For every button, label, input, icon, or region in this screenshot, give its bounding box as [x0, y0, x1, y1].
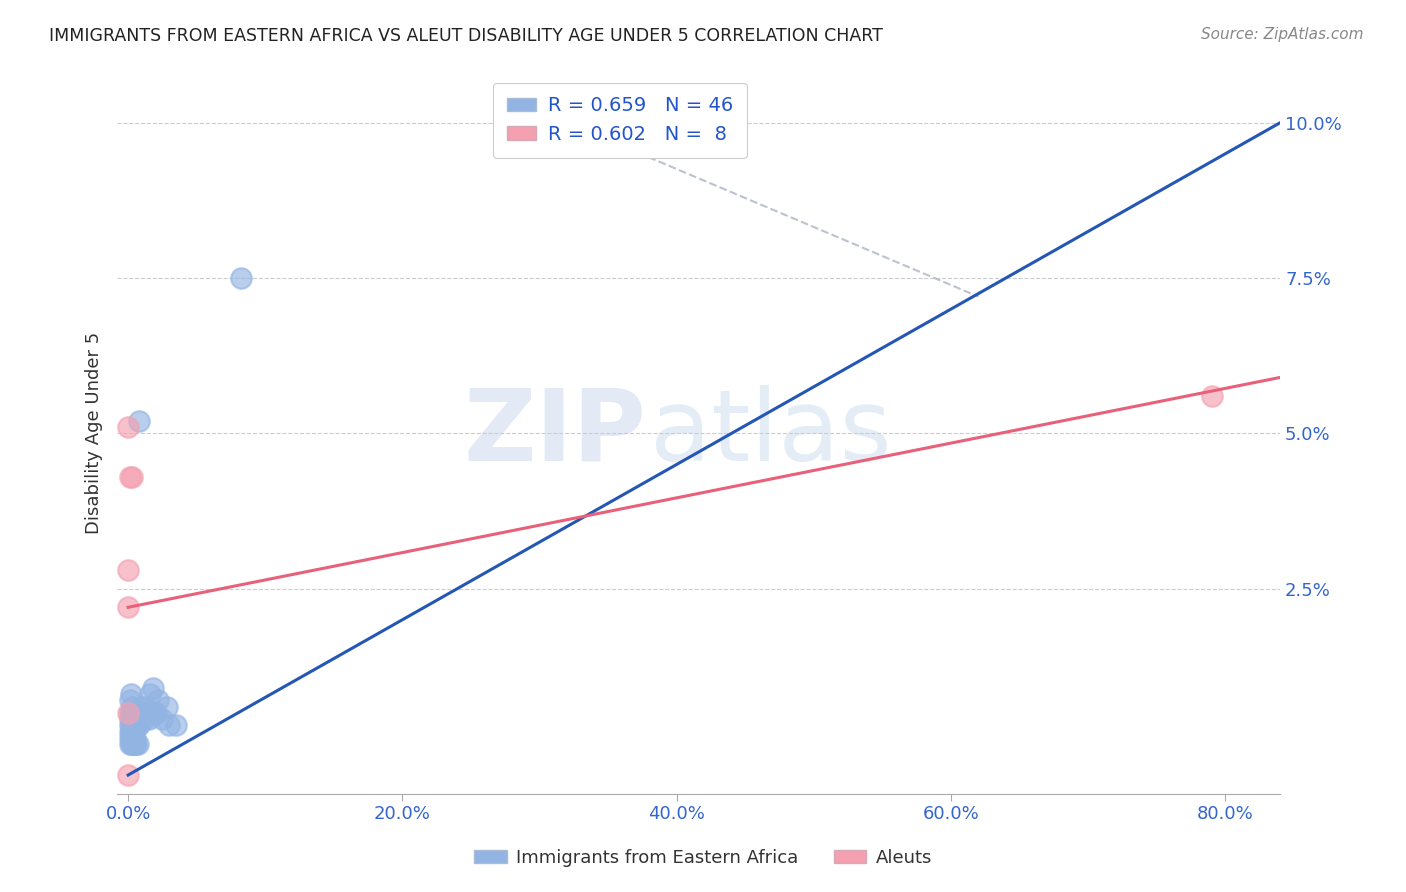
- Point: [118, 712, 141, 726]
- Point: [120, 706, 142, 720]
- Point: [117, 600, 139, 615]
- Point: [127, 718, 149, 732]
- Point: [148, 693, 170, 707]
- Text: ZIP: ZIP: [464, 384, 647, 482]
- Point: [121, 718, 143, 732]
- Point: [124, 731, 146, 745]
- Y-axis label: Disability Age Under 5: Disability Age Under 5: [86, 332, 103, 534]
- Point: [124, 737, 146, 751]
- Point: [121, 731, 143, 745]
- Point: [128, 718, 150, 732]
- Point: [117, 768, 139, 782]
- Point: [122, 737, 145, 751]
- Point: [118, 731, 141, 745]
- Point: [118, 470, 141, 484]
- Point: [128, 414, 150, 428]
- Legend: Immigrants from Eastern Africa, Aleuts: Immigrants from Eastern Africa, Aleuts: [467, 842, 939, 874]
- Point: [118, 706, 141, 720]
- Point: [118, 718, 141, 732]
- Point: [118, 737, 141, 751]
- Point: [120, 724, 142, 739]
- Point: [129, 699, 152, 714]
- Point: [125, 737, 148, 751]
- Point: [131, 712, 153, 726]
- Point: [229, 271, 252, 285]
- Point: [117, 706, 139, 720]
- Point: [121, 724, 143, 739]
- Point: [135, 706, 157, 720]
- Point: [145, 706, 167, 720]
- Point: [121, 737, 143, 751]
- Point: [157, 718, 180, 732]
- Point: [138, 712, 160, 726]
- Point: [120, 687, 142, 701]
- Point: [122, 718, 145, 732]
- Point: [1201, 389, 1223, 403]
- Point: [120, 718, 142, 732]
- Point: [142, 681, 165, 695]
- Point: [118, 693, 141, 707]
- Point: [117, 563, 139, 577]
- Point: [121, 699, 143, 714]
- Point: [125, 718, 148, 732]
- Text: IMMIGRANTS FROM EASTERN AFRICA VS ALEUT DISABILITY AGE UNDER 5 CORRELATION CHART: IMMIGRANTS FROM EASTERN AFRICA VS ALEUT …: [49, 27, 883, 45]
- Point: [117, 420, 139, 434]
- Point: [134, 712, 156, 726]
- Point: [118, 724, 141, 739]
- Point: [120, 737, 142, 751]
- Point: [125, 706, 148, 720]
- Point: [139, 687, 162, 701]
- Point: [152, 712, 174, 726]
- Point: [134, 699, 156, 714]
- Text: Source: ZipAtlas.com: Source: ZipAtlas.com: [1201, 27, 1364, 42]
- Legend: R = 0.659   N = 46, R = 0.602   N =  8: R = 0.659 N = 46, R = 0.602 N = 8: [494, 83, 747, 158]
- Point: [122, 731, 145, 745]
- Point: [121, 470, 143, 484]
- Point: [142, 706, 165, 720]
- Point: [155, 699, 177, 714]
- Point: [165, 718, 187, 732]
- Point: [127, 737, 149, 751]
- Text: atlas: atlas: [650, 384, 891, 482]
- Point: [120, 731, 142, 745]
